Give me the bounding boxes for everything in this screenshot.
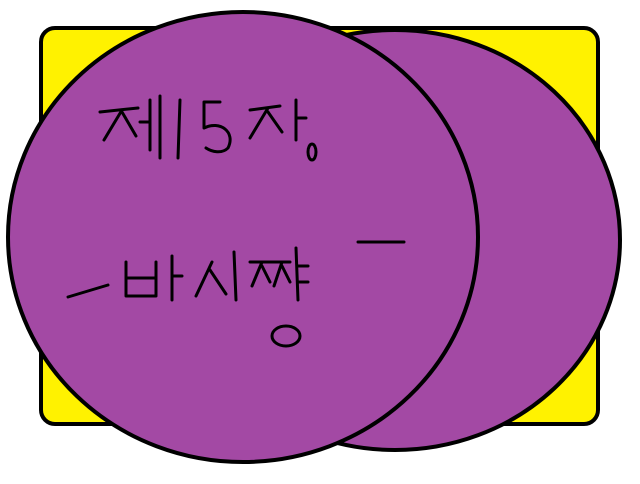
handwritten-title: [98, 94, 318, 162]
handwritten-subtitle: [66, 240, 406, 348]
front-purple-ellipse: [6, 10, 480, 464]
